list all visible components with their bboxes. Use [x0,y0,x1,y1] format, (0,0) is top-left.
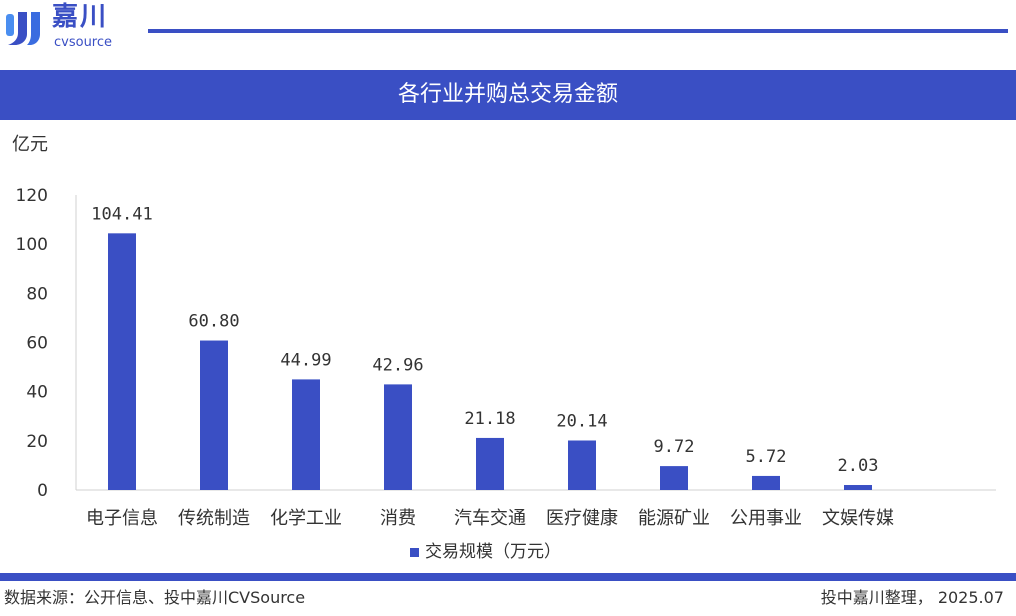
bar [568,440,596,490]
logo-en: cvsource [54,35,113,50]
x-tick-label: 传统制造 [178,508,250,529]
x-tick-label: 医疗健康 [546,508,618,529]
cvsource-logo-icon [6,12,40,45]
data-label: 21.18 [464,409,515,429]
bar [108,233,136,490]
x-tick-label: 电子信息 [86,508,158,529]
legend-label: 交易规模（万元） [425,542,561,562]
data-label: 60.80 [188,312,239,332]
y-tick-label: 60 [26,334,48,354]
bar [384,384,412,490]
x-tick-label: 消费 [380,508,416,529]
logo: 嘉川 cvsource [6,2,136,52]
chart-title: 各行业并购总交易金额 [0,70,1016,120]
credit: 投中嘉川整理， 2025.07 [820,588,1004,607]
y-tick-label: 40 [26,383,48,403]
data-label: 2.03 [838,456,879,476]
y-tick-label: 20 [26,432,48,452]
x-tick-label: 能源矿业 [638,508,710,529]
data-label: 20.14 [556,411,607,431]
bar [476,437,504,490]
bar [660,466,688,490]
y-tick-label: 100 [16,235,48,255]
y-tick-label: 0 [37,481,48,501]
logo-cn: 嘉川 [52,2,109,32]
y-tick-label: 120 [16,186,48,206]
data-label: 5.72 [746,447,787,467]
footer-divider [0,573,1016,581]
data-label: 44.99 [280,350,331,370]
x-tick-label: 文娱传媒 [822,508,894,529]
header-divider [148,29,1008,33]
data-source: 数据来源：公开信息、投中嘉川CVSource [4,588,306,607]
bar [752,475,780,490]
x-tick-label: 化学工业 [270,508,342,529]
bar [292,379,320,490]
data-label: 42.96 [372,355,423,375]
x-tick-label: 汽车交通 [454,508,526,529]
bar [844,485,872,490]
data-label: 104.41 [91,204,152,224]
legend: 交易规模（万元） [410,542,561,562]
x-tick-label: 公用事业 [730,508,802,529]
legend-swatch [410,547,419,557]
bar [200,340,228,490]
y-tick-label: 80 [26,284,48,304]
y-axis-label: 亿元 [12,134,48,155]
data-label: 9.72 [654,437,695,457]
